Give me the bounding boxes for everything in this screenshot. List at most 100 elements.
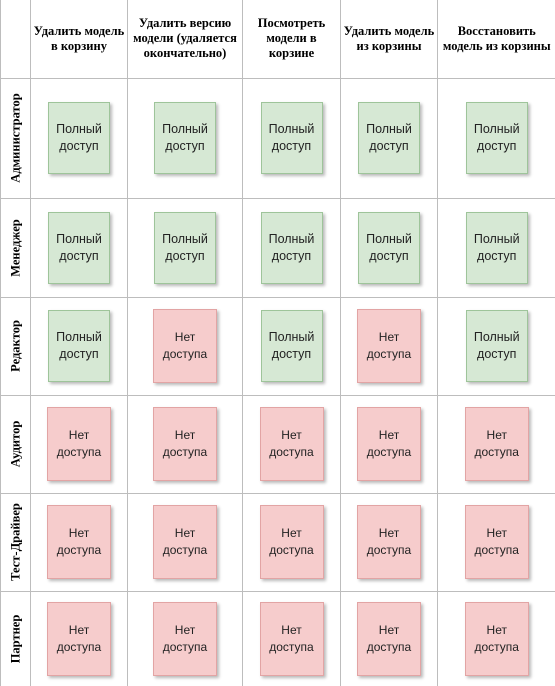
permission-cell: Нет доступа: [242, 590, 341, 686]
permission-label: Полный доступ: [473, 330, 520, 361]
permission-cell: Нет доступа: [437, 590, 555, 686]
permission-label: Полный доступ: [473, 122, 520, 153]
permission-badge: Нет доступа: [464, 407, 529, 481]
column-header-delete-to-trash: Удалить модель в корзину: [30, 0, 128, 79]
permission-cell: Нет доступа: [127, 394, 243, 494]
permission-label: Нет доступа: [366, 428, 412, 459]
table-row: Администратор Полный доступ Полный досту…: [0, 77, 555, 199]
permission-label: Нет доступа: [269, 622, 314, 654]
permission-cell: Нет доступа: [437, 492, 555, 592]
permission-cell: Полный доступ: [437, 77, 555, 199]
table-row: Аудитор Нет доступа Нет доступа Нет дост…: [0, 394, 555, 494]
permission-badge: Нет доступа: [259, 407, 324, 481]
permission-label: Нет доступа: [366, 622, 412, 654]
permission-label: Полный доступ: [56, 231, 102, 263]
permission-label: Нет доступа: [56, 526, 102, 557]
permission-badge: Полный доступ: [358, 102, 420, 174]
permission-badge: Нет доступа: [357, 407, 421, 481]
permission-label: Полный доступ: [366, 122, 412, 153]
permission-label: Полный доступ: [56, 122, 102, 153]
permission-cell: Полный доступ: [127, 197, 243, 298]
permission-badge: Нет доступа: [47, 505, 111, 579]
permission-badge: Нет доступа: [47, 601, 111, 676]
permission-label: Нет доступа: [162, 526, 208, 557]
permission-cell: Нет доступа: [127, 492, 243, 592]
permission-badge: Полный доступ: [465, 102, 528, 174]
permission-badge: Нет доступа: [464, 601, 529, 676]
permission-badge: Полный доступ: [465, 211, 528, 284]
permission-cell: Полный доступ: [437, 197, 555, 298]
permission-label: Нет доступа: [162, 428, 208, 459]
permission-label: Нет доступа: [366, 330, 412, 361]
role-label: Партнер: [0, 590, 31, 686]
permission-label: Нет доступа: [56, 622, 102, 654]
permission-badge: Нет доступа: [153, 601, 217, 676]
permission-badge: Полный доступ: [48, 102, 110, 174]
permission-cell: Полный доступ: [340, 197, 438, 298]
permission-label: Нет доступа: [366, 526, 412, 557]
permission-cell: Нет доступа: [127, 590, 243, 686]
permission-label: Полный доступ: [268, 122, 315, 153]
role-label: Редактор: [0, 296, 31, 396]
column-header-restore-from-trash: Восстановить модель из корзины: [437, 0, 555, 79]
permission-badge: Полный доступ: [260, 211, 323, 284]
permission-label: Полный доступ: [56, 330, 102, 361]
permission-badge: Полный доступ: [260, 102, 323, 174]
column-header-view-trash: Посмотреть модели в корзине: [242, 0, 341, 79]
permission-label: Полный доступ: [473, 231, 520, 263]
permission-cell: Полный доступ: [340, 77, 438, 199]
permission-cell: Полный доступ: [437, 296, 555, 396]
permission-badge: Нет доступа: [259, 601, 324, 676]
permission-cell: Полный доступ: [242, 197, 341, 298]
permission-badge: Полный доступ: [465, 310, 528, 382]
permission-label: Нет доступа: [162, 622, 208, 654]
corner-cell: [0, 0, 31, 79]
permission-badge: Нет доступа: [153, 407, 217, 481]
permission-badge: Нет доступа: [259, 505, 324, 579]
column-header-delete-from-trash: Удалить модель из корзины: [340, 0, 438, 79]
table-row: Менеджер Полный доступ Полный доступ Пол…: [0, 197, 555, 298]
permission-badge: Полный доступ: [48, 211, 110, 284]
permission-label: Нет доступа: [474, 428, 519, 459]
permission-badge: Нет доступа: [357, 505, 421, 579]
permission-label: Нет доступа: [269, 526, 314, 557]
permission-cell: Нет доступа: [340, 590, 438, 686]
permission-cell: Нет доступа: [30, 590, 128, 686]
permission-badge: Полный доступ: [154, 102, 216, 174]
permission-badge: Нет доступа: [153, 309, 217, 383]
permission-label: Полный доступ: [366, 231, 412, 263]
permission-badge: Полный доступ: [48, 310, 110, 382]
table-row: Редактор Полный доступ Нет доступа Полны…: [0, 296, 555, 396]
permission-cell: Нет доступа: [340, 296, 438, 396]
header-row: Удалить модель в корзину Удалить версию …: [0, 0, 555, 79]
permission-cell: Полный доступ: [242, 77, 341, 199]
permission-cell: Нет доступа: [340, 394, 438, 494]
column-header-delete-version: Удалить версию модели (удаляется окончат…: [127, 0, 243, 79]
permission-cell: Нет доступа: [340, 492, 438, 592]
permission-cell: Полный доступ: [30, 77, 128, 199]
permission-label: Нет доступа: [56, 428, 102, 459]
table-row: Тест-Драйвер Нет доступа Нет доступа Нет…: [0, 492, 555, 592]
permission-badge: Нет доступа: [153, 505, 217, 579]
permission-cell: Нет доступа: [242, 492, 341, 592]
permission-label: Нет доступа: [474, 526, 519, 557]
permission-badge: Полный доступ: [260, 310, 323, 382]
permission-cell: Полный доступ: [127, 77, 243, 199]
permission-badge: Нет доступа: [464, 505, 529, 579]
role-label: Тест-Драйвер: [0, 492, 31, 592]
permission-label: Полный доступ: [162, 122, 208, 153]
permission-cell: Полный доступ: [30, 296, 128, 396]
permission-label: Нет доступа: [474, 622, 519, 654]
permission-cell: Полный доступ: [30, 197, 128, 298]
permission-badge: Нет доступа: [47, 407, 111, 481]
role-label: Администратор: [0, 77, 31, 199]
permission-cell: Нет доступа: [30, 394, 128, 494]
permission-cell: Нет доступа: [242, 394, 341, 494]
table-row: Партнер Нет доступа Нет доступа Нет дост…: [0, 590, 555, 686]
permission-badge: Полный доступ: [358, 211, 420, 284]
permission-label: Полный доступ: [268, 330, 315, 361]
permission-label: Полный доступ: [268, 231, 315, 263]
permission-cell: Полный доступ: [242, 296, 341, 396]
permission-label: Нет доступа: [269, 428, 314, 459]
